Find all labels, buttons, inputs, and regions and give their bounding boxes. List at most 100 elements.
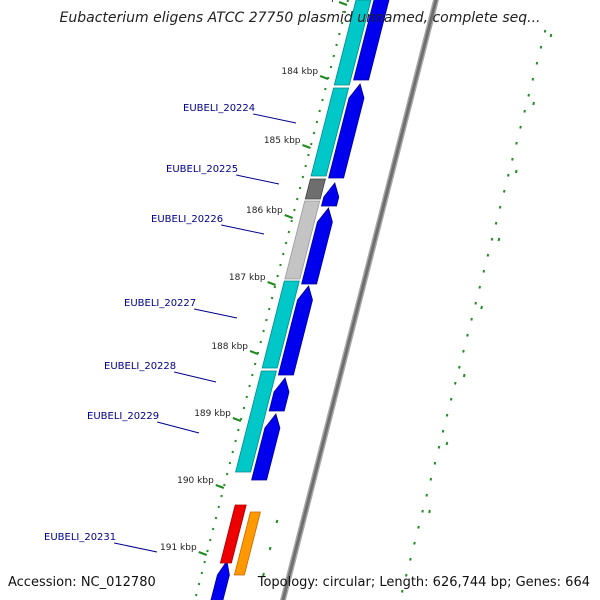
scale-tick-dot <box>276 274 279 278</box>
scale-tick <box>319 74 329 81</box>
gene-label-leader <box>174 371 217 383</box>
gene-label-leader <box>157 421 200 434</box>
scale-tick-dot <box>287 230 291 234</box>
gene-reverse-cds[interactable] <box>301 207 333 285</box>
gc-track-mark <box>437 445 441 449</box>
gc-track-mark <box>275 519 279 524</box>
scale-tick-dot <box>195 593 198 597</box>
scale-tick-label: 185 kbp <box>264 136 301 146</box>
gc-track-mark <box>413 541 416 545</box>
gc-track-mark <box>478 285 482 289</box>
scale-tick-dot <box>203 560 206 564</box>
rna-feature[interactable] <box>233 511 261 576</box>
scale-tick-dot <box>239 417 243 421</box>
scale-tick-dot <box>298 186 302 190</box>
scale-tick-dot <box>340 21 344 25</box>
scale-tick-dot <box>273 285 277 289</box>
gene-label[interactable]: EUBELI_20225 <box>166 164 238 175</box>
gene-forward-cds[interactable] <box>310 87 350 177</box>
scale-tick-dot <box>223 483 226 487</box>
scale-tick-dot <box>206 549 209 553</box>
scale-tick <box>198 550 208 557</box>
gene-reverse-cds[interactable] <box>268 377 290 412</box>
rna-feature[interactable] <box>219 504 247 564</box>
gc-track-mark <box>445 413 449 417</box>
scale-tick-label: 186 kbp <box>246 206 283 216</box>
gc-track-mark <box>433 461 437 465</box>
scale-tick-dot <box>296 197 299 201</box>
gc-track-mark <box>539 45 543 49</box>
gene-reverse-cds[interactable] <box>251 413 281 481</box>
gc-track-mark <box>470 317 473 321</box>
gc-track-mark <box>549 33 553 38</box>
gc-track-mark <box>400 589 404 593</box>
gc-track-mark <box>519 125 522 129</box>
scale-tick <box>249 349 259 356</box>
scale-tick <box>267 280 276 287</box>
scale-tick-dot <box>318 109 321 113</box>
gene-forward-cds[interactable] <box>235 370 277 473</box>
gene-forward-cds[interactable] <box>333 0 372 86</box>
scale-tick-label: 187 kbp <box>229 273 266 283</box>
scale-tick-dot <box>225 472 229 476</box>
scale-tick-dot <box>251 373 254 377</box>
gene-label[interactable]: EUBELI_20227 <box>124 298 196 309</box>
gc-track-mark <box>449 397 453 401</box>
gene-forward-cds[interactable] <box>304 178 326 200</box>
scale-tick-dot <box>231 450 234 454</box>
scale-tick-dot <box>346 0 349 3</box>
gene-forward-cds[interactable] <box>284 200 321 280</box>
scale-tick-dot <box>209 538 212 542</box>
gc-track-mark <box>454 381 457 385</box>
gene-label-leader <box>236 174 280 185</box>
gc-track-mark <box>474 301 477 305</box>
gene-label-leader <box>253 113 297 124</box>
scale-tick <box>232 416 242 423</box>
scale-tick-label: 183 kbp <box>300 0 337 3</box>
scale-tick-dot <box>262 329 265 333</box>
gc-track-mark <box>409 557 412 561</box>
map-title: Eubacterium eligens ATCC 27750 plasmid u… <box>59 10 541 26</box>
scale-tick-dot <box>301 175 305 179</box>
scale-tick-dot <box>265 318 268 322</box>
gc-track-mark <box>462 349 465 353</box>
scale-tick <box>284 213 294 220</box>
gc-track-mark <box>507 173 510 177</box>
scale-tick-dot <box>211 527 215 531</box>
gc-track-mark <box>462 373 466 378</box>
gene-forward-cds[interactable] <box>261 280 300 369</box>
gc-track-mark <box>515 141 518 145</box>
gene-label[interactable]: EUBELI_20228 <box>104 361 176 372</box>
scale-tick-dot <box>338 32 341 36</box>
gc-track-mark <box>531 77 535 81</box>
gc-track-mark <box>543 29 547 33</box>
gene-reverse-cds[interactable] <box>208 559 230 600</box>
scale-tick-label: 184 kbp <box>281 67 318 77</box>
scale-tick-dot <box>324 87 327 91</box>
backbone-line-inner <box>281 0 438 600</box>
scale-tick-dot <box>343 10 347 14</box>
scale-tick-dot <box>234 439 237 443</box>
scale-tick-dot <box>293 208 296 212</box>
gc-track-mark <box>405 573 408 577</box>
gc-track-mark <box>486 253 490 257</box>
gene-label[interactable]: EUBELI_20231 <box>44 532 116 543</box>
gene-label[interactable]: EUBELI_20226 <box>151 214 223 225</box>
scale-tick-dot <box>248 384 251 388</box>
scale-tick-dot <box>200 571 204 575</box>
gene-reverse-cds[interactable] <box>277 285 313 376</box>
scale-tick-dot <box>304 164 307 168</box>
gene-reverse-cds[interactable] <box>353 0 391 81</box>
gene-reverse-cds[interactable] <box>328 83 365 179</box>
gc-track-mark <box>502 189 506 193</box>
gene-label[interactable]: EUBELI_20224 <box>183 103 255 114</box>
gene-label-leader <box>221 224 265 235</box>
accession-label: Accession: NC_012780 <box>8 575 156 590</box>
gc-track-mark <box>490 237 494 241</box>
gc-track-mark <box>417 525 420 529</box>
gene-reverse-cds[interactable] <box>320 182 340 207</box>
gc-track-mark <box>421 509 424 513</box>
gene-label[interactable]: EUBELI_20229 <box>87 411 159 422</box>
